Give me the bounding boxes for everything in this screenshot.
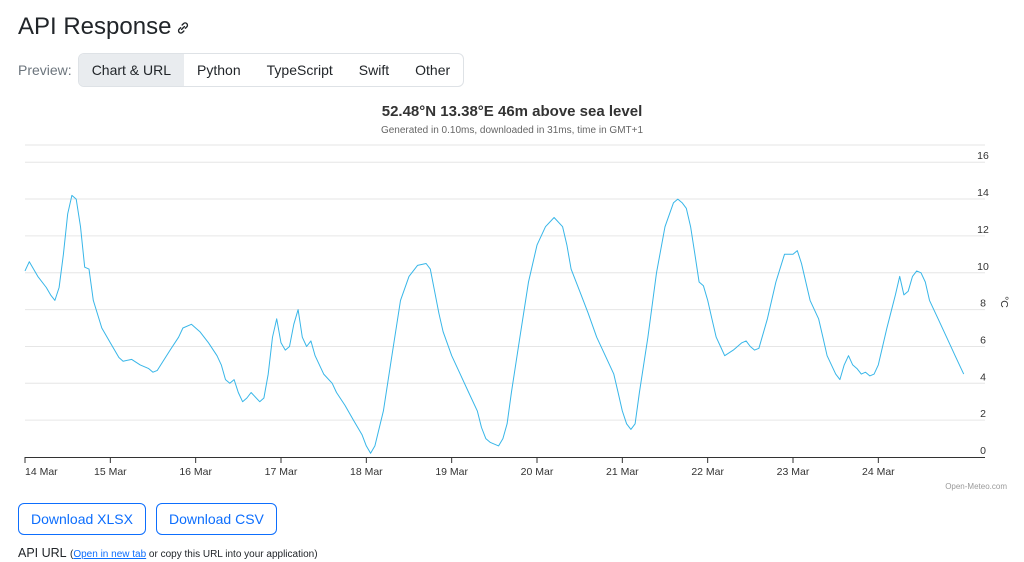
y-tick-label-10: 10 [977,261,989,273]
series-layer [24,194,965,454]
y-tick-label-16: 16 [977,150,989,162]
api-url-row: API URL (Open in new tab or copy this UR… [18,546,318,560]
open-in-new-tab-link[interactable]: Open in new tab [73,549,147,560]
x-tick-label-1: 15 Mar [94,466,127,478]
api-url-label: API URL [18,546,67,560]
y-tick-label-2: 2 [980,408,986,420]
api-url-open-paren: ( [69,549,74,560]
x-tick-label-10: 24 Mar [862,466,895,478]
api-url-hint: or copy this URL into your application) [146,549,318,560]
x-tick-label-9: 23 Mar [777,466,810,478]
tab-typescript[interactable]: TypeScript [266,62,333,78]
y-tick-label-6: 6 [980,334,986,346]
link-icon[interactable] [176,13,190,34]
x-tick-label-6: 20 Mar [521,466,554,478]
page-title: API Response [18,12,190,42]
x-axis: 14 Mar 15 Mar 16 Mar 17 Mar 18 Mar 19 Mar 20 M… [24,457,985,478]
download-actions: Download XLSX Download CSV [18,503,277,535]
tab-chart-url[interactable]: Chart & URL [78,54,185,86]
preview-bar: Preview: Chart & URL Python TypeScript S… [18,53,465,87]
grid-lines [25,144,985,421]
temperature-chart[interactable]: 52.48°N 13.38°E 46m above sea level Gene… [0,96,1024,496]
chart-title: 52.48°N 13.38°E 46m above sea level [382,103,643,120]
temperature-series-line-0 [24,194,965,454]
chart-subtitle: Generated in 0.10ms, downloaded in 31ms,… [381,125,644,136]
page-title-text: API Response [18,13,172,40]
x-tick-label-8: 22 Mar [691,466,724,478]
x-tick-label-5: 19 Mar [435,466,468,478]
y-axis: 0 2 4 6 8 10 12 14 16 [977,150,989,457]
chart-credit: Open-Meteo.com [945,482,1007,491]
y-tick-label-14: 14 [977,187,989,199]
download-csv-button[interactable]: Download CSV [155,503,277,535]
preview-label: Preview: [18,62,72,78]
y-tick-label-0: 0 [980,445,986,457]
y-axis-unit: °C [998,296,1010,308]
y-tick-label-8: 8 [980,298,986,310]
download-xlsx-button[interactable]: Download XLSX [18,503,146,535]
x-tick-label-0: 14 Mar [25,466,58,478]
x-tick-label-3: 17 Mar [265,466,298,478]
tab-swift[interactable]: Swift [358,62,390,78]
preview-tabs: Chart & URL Python TypeScript Swift Othe… [77,53,465,87]
tab-python[interactable]: Python [197,62,241,78]
x-tick-label-2: 16 Mar [179,466,212,478]
y-tick-label-12: 12 [977,224,989,236]
x-tick-label-4: 18 Mar [350,466,383,478]
tab-other[interactable]: Other [415,62,451,78]
x-tick-label-7: 21 Mar [606,466,639,478]
chart-container: 52.48°N 13.38°E 46m above sea level Gene… [0,96,1024,496]
y-tick-label-4: 4 [980,371,986,383]
